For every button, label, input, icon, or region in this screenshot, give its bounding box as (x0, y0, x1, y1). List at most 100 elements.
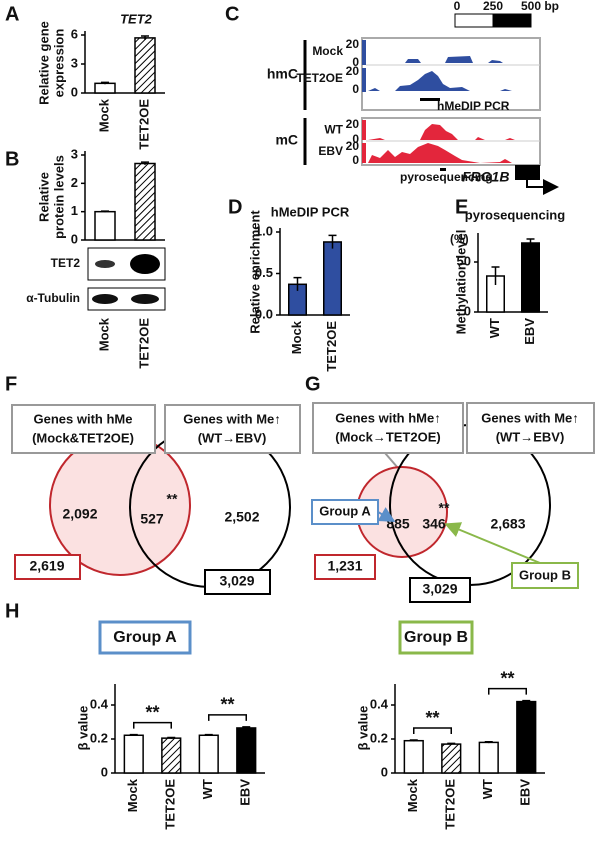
y-tick-label: 0.0 (255, 306, 273, 321)
panel-letter: A (5, 3, 19, 25)
track-signal (368, 56, 538, 63)
y-tick-label: 0.2 (370, 730, 388, 745)
group-label: mC (275, 132, 298, 148)
count: 527 (140, 511, 164, 527)
bar (198, 734, 219, 774)
error-bar (129, 733, 138, 736)
y-tick-label: 0.4 (90, 696, 109, 711)
error-bar (293, 276, 302, 291)
error-bar (526, 238, 535, 247)
box-text: Genes with hMe↑ (335, 410, 440, 425)
bar (123, 734, 144, 774)
blot-band (95, 260, 115, 268)
significance: ** (439, 500, 450, 516)
label-box (11, 404, 156, 454)
track-bar (362, 143, 366, 163)
x-tick-label: WT (200, 779, 215, 799)
box-text: Genes with hMe (34, 411, 133, 426)
y-tick-label: 3 (71, 146, 78, 161)
significance-bracket (208, 714, 247, 721)
x-tick-label: Mock (125, 778, 140, 812)
bar (403, 739, 424, 774)
group-label: Group A (319, 503, 371, 518)
y-tick-label: 0 (464, 303, 471, 318)
track-frame (361, 37, 541, 111)
y-axis-label: protein levels (51, 155, 66, 239)
y-tick-label: 6 (71, 26, 78, 41)
error-bar (328, 234, 337, 249)
count: 346 (422, 516, 446, 532)
y-tick-label: 0 (101, 764, 108, 779)
pcr-region (420, 98, 440, 101)
track-scale: 0 (352, 132, 359, 146)
gene-name: FRG1B (462, 169, 509, 185)
error-bar (101, 210, 109, 213)
bar (236, 727, 257, 774)
total: 3,029 (219, 573, 254, 589)
box-text: (Mock→TET2OE) (335, 429, 440, 444)
x-tick-label: Mock (96, 317, 111, 351)
scale-label: 250 (483, 0, 503, 13)
x-tick-label: WT (480, 779, 495, 799)
blot-frame (87, 287, 166, 311)
error-bar (101, 81, 109, 85)
y-axis-label: expression (51, 29, 66, 98)
total: 3,029 (422, 581, 457, 597)
label-box (164, 404, 301, 454)
track-signal (368, 71, 538, 91)
chart-title: Group A (113, 629, 177, 646)
genome-tracks: 0 250 500 bp hMeDIP PCR pyrosequencing F… (267, 0, 559, 195)
total: 1,231 (327, 558, 362, 574)
x-tick-label: EBV (518, 779, 533, 806)
total-box (14, 554, 81, 580)
group-label: Group B (519, 567, 571, 582)
track-scale: 0 (352, 153, 359, 167)
track-name: Mock (312, 44, 343, 58)
title-box (98, 620, 192, 655)
blot-label: α-Tubulin (26, 291, 80, 305)
error-bar (141, 161, 149, 165)
error-bar (484, 740, 493, 744)
track-scale: 0 (352, 55, 359, 69)
x-tick-label: TET2OE (443, 779, 458, 830)
track-scale: 20 (346, 139, 360, 153)
y-tick-label: 0 (71, 231, 78, 246)
x-tick-label: Mock (96, 98, 111, 132)
panel-letter: F (5, 373, 17, 395)
group-box (511, 562, 579, 589)
track-scale: 20 (346, 117, 360, 131)
bar (94, 82, 116, 94)
y-tick-label: 1 (71, 203, 78, 218)
error-bar (491, 266, 500, 285)
y-axis-label: Relative (36, 172, 51, 222)
track-name: TET2OE (296, 71, 343, 85)
panel-letter: G (305, 373, 321, 395)
significance: ** (425, 708, 439, 728)
x-tick-label: EBV (522, 318, 537, 345)
total-box (409, 577, 471, 603)
scale-label: 500 bp (521, 0, 559, 13)
track-name: EBV (318, 144, 343, 158)
blot-band (131, 294, 159, 304)
y-tick-label: 50 (457, 253, 471, 268)
significance-bracket (133, 721, 172, 729)
y-axis-label: Relative enrichment (247, 210, 262, 334)
group-label: hmC (267, 66, 298, 82)
total-box (204, 569, 271, 595)
bar (161, 737, 182, 774)
x-tick-label: TET2OE (136, 99, 151, 150)
error-bar (141, 35, 149, 40)
track-scale: 20 (346, 37, 360, 51)
count: 2,683 (490, 516, 525, 532)
arrow (377, 507, 396, 522)
scale-bar (454, 13, 494, 28)
y-tick-label: 0 (71, 84, 78, 99)
error-bar (522, 699, 531, 703)
error-bar (447, 742, 456, 745)
x-tick-label: TET2OE (324, 321, 339, 372)
track-signal (368, 143, 538, 163)
bar (323, 241, 342, 316)
panel-letter: E (455, 196, 468, 218)
track-annotation: pyrosequencing (400, 170, 493, 184)
